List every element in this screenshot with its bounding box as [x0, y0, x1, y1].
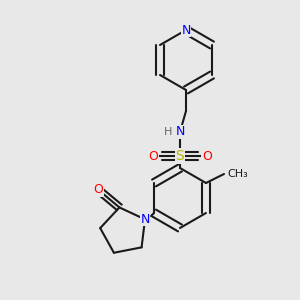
Text: N: N	[181, 23, 191, 37]
Text: CH₃: CH₃	[227, 169, 248, 179]
Text: N: N	[140, 213, 150, 226]
Text: O: O	[148, 149, 158, 163]
Text: O: O	[202, 149, 212, 163]
Text: H: H	[164, 127, 172, 137]
Text: S: S	[176, 149, 184, 163]
Text: N: N	[175, 125, 185, 139]
Text: O: O	[94, 183, 103, 196]
